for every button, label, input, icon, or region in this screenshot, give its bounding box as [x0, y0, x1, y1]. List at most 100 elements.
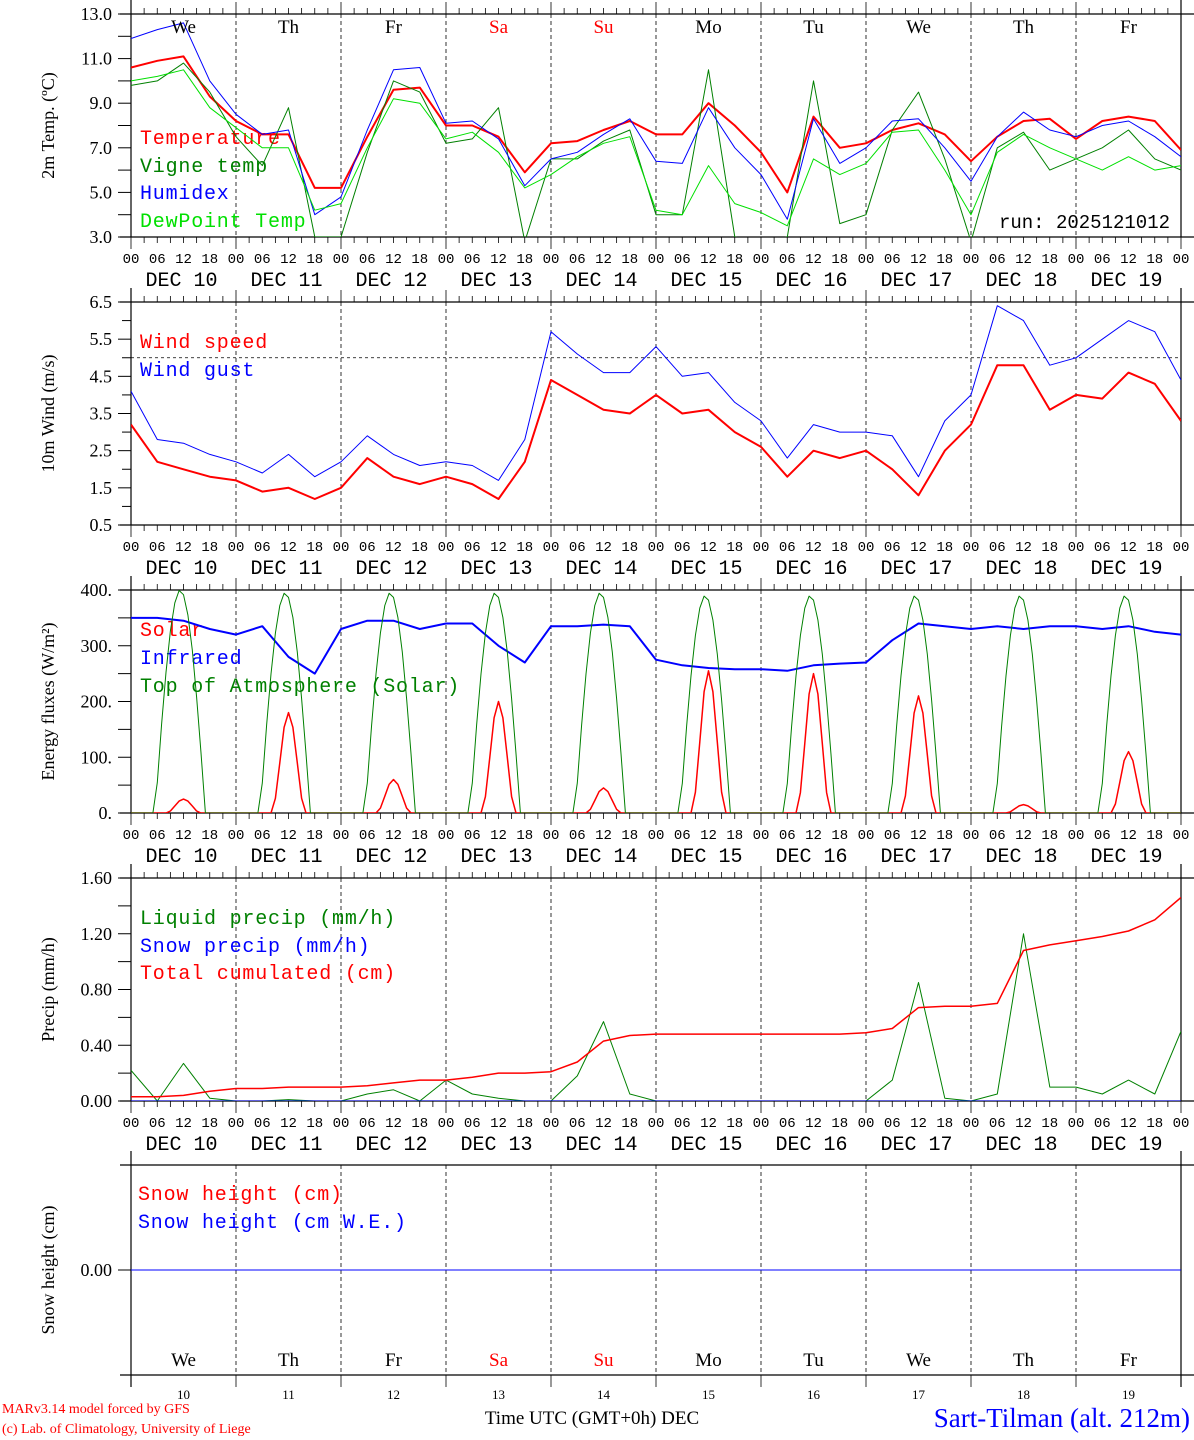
- date-label: DEC 16: [775, 1134, 847, 1157]
- hour-tick-label: 06: [884, 1116, 901, 1132]
- hour-tick-label: 18: [201, 540, 218, 556]
- series-line-temperature: [131, 55, 1181, 194]
- date-label: DEC 10: [145, 846, 217, 869]
- hour-tick-label: 00: [753, 540, 770, 556]
- series-line-infrared: [131, 616, 1181, 675]
- hour-tick-label: 18: [306, 540, 323, 556]
- hour-tick-label: 00: [1173, 540, 1190, 556]
- hour-tick-label: 12: [1015, 252, 1032, 268]
- legend-entry: Snow height (cm W.E.): [138, 1212, 407, 1235]
- weekday-label: We: [906, 17, 931, 38]
- date-label: DEC 17: [880, 558, 952, 581]
- y-tick-label: 300.: [81, 636, 113, 656]
- hour-tick-label: 18: [936, 540, 953, 556]
- hour-tick-label: 12: [385, 252, 402, 268]
- legend-entry: Vigne temp: [140, 156, 268, 179]
- y-axis-title: Energy fluxes (W/m²): [38, 622, 59, 780]
- hour-tick-label: 00: [543, 540, 560, 556]
- y-tick-label: 0.40: [81, 1035, 113, 1055]
- hour-tick-label: 12: [490, 540, 507, 556]
- hour-tick-label: 00: [963, 1116, 980, 1132]
- series-line-vigne-temp: [131, 62, 1181, 237]
- panel-5: 0.00 Snow height (cm) Snow height (cm) Snow…: [38, 1151, 1194, 1402]
- date-label: DEC 12: [355, 846, 427, 869]
- x-axis-title: Time UTC (GMT+0h) DEC: [485, 1408, 699, 1429]
- date-label: DEC 19: [1090, 1134, 1162, 1157]
- date-label: DEC 15: [670, 558, 742, 581]
- date-label: DEC 18: [985, 846, 1057, 869]
- hour-tick-label: 18: [516, 828, 533, 844]
- hour-tick-label: 06: [254, 252, 271, 268]
- hour-tick-label: 00: [543, 1116, 560, 1132]
- hour-tick-label: 12: [595, 540, 612, 556]
- hour-tick-label: 18: [621, 540, 638, 556]
- hour-tick-label: 06: [674, 252, 691, 268]
- weekday-label: Th: [1013, 17, 1035, 38]
- date-label: DEC 15: [670, 846, 742, 869]
- hour-tick-label: 12: [805, 540, 822, 556]
- hour-tick-label: 12: [385, 828, 402, 844]
- hour-tick-label: 18: [1146, 252, 1163, 268]
- y-tick-label: 0.00: [81, 1091, 113, 1111]
- hour-tick-label: 00: [1068, 828, 1085, 844]
- date-label: DEC 11: [250, 558, 322, 581]
- hour-tick-label: 12: [280, 540, 297, 556]
- hour-tick-label: 18: [831, 252, 848, 268]
- legend-entry: Total cumulated (cm): [140, 963, 396, 986]
- hour-tick-label: 00: [333, 828, 350, 844]
- hour-tick-label: 06: [464, 828, 481, 844]
- date-label: DEC 19: [1090, 558, 1162, 581]
- hour-tick-label: 12: [910, 540, 927, 556]
- hour-tick-label: 18: [411, 1116, 428, 1132]
- date-label: DEC 14: [565, 270, 637, 293]
- weekday-label: We: [171, 17, 196, 38]
- hour-tick-label: 12: [910, 1116, 927, 1132]
- hour-tick-label: 12: [805, 1116, 822, 1132]
- hour-tick-label: 06: [1094, 252, 1111, 268]
- hour-tick-label: 12: [805, 828, 822, 844]
- y-tick-label: 400.: [81, 580, 113, 600]
- hour-tick-label: 18: [726, 828, 743, 844]
- hour-tick-label: 18: [411, 252, 428, 268]
- hour-tick-label: 06: [674, 540, 691, 556]
- y-tick-label: 1.20: [81, 924, 113, 944]
- date-label: DEC 10: [145, 270, 217, 293]
- day-number-label: 19: [1122, 1387, 1135, 1402]
- y-tick-label: 3.0: [90, 227, 113, 247]
- weekday-label: Fr: [385, 1350, 403, 1371]
- hour-tick-label: 18: [936, 1116, 953, 1132]
- hour-tick-label: 12: [1120, 1116, 1137, 1132]
- legend-entry: Wind speed: [140, 332, 268, 355]
- date-label: DEC 11: [250, 270, 322, 293]
- hour-tick-label: 00: [963, 252, 980, 268]
- hour-tick-label: 12: [175, 252, 192, 268]
- hour-tick-label: 00: [963, 828, 980, 844]
- legend-entry: Infrared: [140, 648, 242, 671]
- hour-tick-label: 12: [805, 252, 822, 268]
- hour-tick-label: 00: [858, 540, 875, 556]
- series-line-wind-speed: [131, 364, 1181, 500]
- hour-tick-label: 06: [464, 1116, 481, 1132]
- model-credit: MARv3.14 model forced by GFS: [2, 1402, 190, 1417]
- hour-tick-label: 00: [1068, 1116, 1085, 1132]
- hour-tick-label: 06: [254, 1116, 271, 1132]
- hour-tick-label: 06: [359, 1116, 376, 1132]
- y-tick-label: 4.5: [90, 366, 113, 386]
- hour-tick-label: 12: [1120, 252, 1137, 268]
- hour-tick-label: 12: [280, 828, 297, 844]
- hour-tick-label: 12: [1015, 1116, 1032, 1132]
- hour-tick-label: 18: [201, 828, 218, 844]
- y-tick-label: 3.5: [90, 404, 113, 424]
- hour-tick-label: 06: [149, 252, 166, 268]
- hour-tick-label: 18: [306, 828, 323, 844]
- hour-tick-label: 06: [569, 1116, 586, 1132]
- hour-tick-label: 06: [359, 540, 376, 556]
- hour-tick-label: 00: [333, 1116, 350, 1132]
- day-number-label: 16: [807, 1387, 821, 1402]
- y-tick-label: 5.5: [90, 329, 113, 349]
- hour-tick-label: 06: [149, 540, 166, 556]
- hour-tick-label: 00: [438, 828, 455, 844]
- date-label: DEC 16: [775, 846, 847, 869]
- hour-tick-label: 00: [648, 828, 665, 844]
- hour-tick-label: 00: [858, 1116, 875, 1132]
